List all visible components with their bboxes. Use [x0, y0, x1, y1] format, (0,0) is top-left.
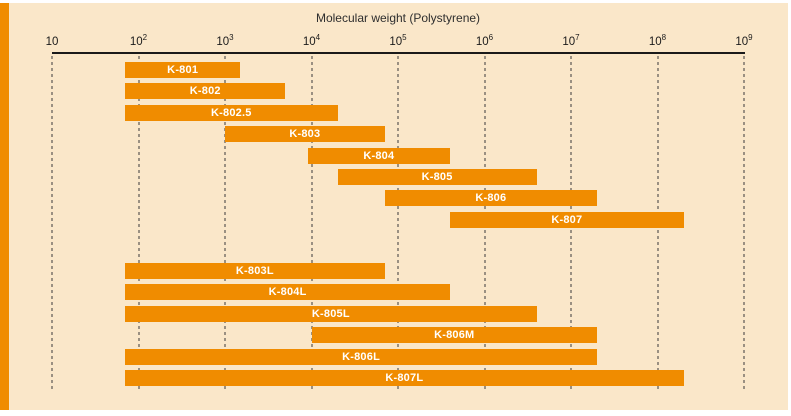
bar-label: K-803	[289, 128, 321, 141]
chart-title: Molecular weight (Polystyrene)	[315, 11, 481, 25]
bar-label: K-806L	[342, 350, 380, 363]
bar-k-805l: K-805L	[125, 305, 537, 322]
dashed-gridline	[51, 56, 53, 390]
bar-k-804l: K-804L	[125, 284, 451, 301]
bar-k-807: K-807	[450, 211, 684, 228]
bar-label: K-802	[189, 85, 221, 98]
bar-k-803: K-803	[225, 126, 385, 143]
x-tick-label: 107	[562, 33, 580, 48]
dashed-gridline	[224, 56, 226, 390]
bar-label: K-804	[363, 149, 395, 162]
x-tick-label: 102	[129, 33, 148, 48]
bar-k-806l: K-806L	[125, 348, 598, 365]
bar-label: K-807L	[385, 372, 424, 384]
bar-label: K-806M	[434, 329, 475, 342]
x-tick-label: 108	[648, 33, 667, 48]
bar-label: K-807	[551, 213, 583, 226]
bar-label: K-806	[475, 192, 507, 205]
x-tick-label: 10	[45, 36, 59, 48]
dashed-gridline	[743, 56, 745, 390]
left-accent-stripe	[0, 3, 9, 410]
x-axis-line	[52, 52, 745, 54]
dashed-gridline	[311, 56, 312, 390]
x-tick-label: 104	[302, 33, 321, 48]
bar-label: K-801	[167, 64, 199, 76]
x-tick-label: 103	[216, 33, 234, 48]
bar-label: K-803L	[235, 265, 274, 277]
bar-k-807l: K-807L	[125, 370, 684, 386]
x-tick-label: 105	[389, 33, 407, 48]
dashed-gridline	[138, 56, 139, 390]
x-tick-label: 106	[475, 33, 494, 48]
bar-label: K-805L	[311, 307, 350, 320]
bar-label: K-802.5	[211, 106, 252, 119]
bar-k-806: K-806	[384, 190, 598, 207]
bar-k-804: K-804	[307, 147, 451, 164]
bar-k-801: K-801	[125, 62, 241, 78]
bar-k-806m: K-806M	[311, 327, 598, 344]
bar-k-802: K-802	[125, 83, 286, 100]
dashed-gridline	[397, 56, 399, 390]
bar-k-802-5: K-802.5	[125, 104, 338, 121]
bar-label: K-804L	[268, 286, 307, 299]
bar-k-805: K-805	[337, 169, 537, 185]
bar-label: K-805	[421, 171, 453, 183]
bar-k-803l: K-803L	[125, 263, 385, 279]
x-tick-label: 109	[735, 33, 753, 48]
